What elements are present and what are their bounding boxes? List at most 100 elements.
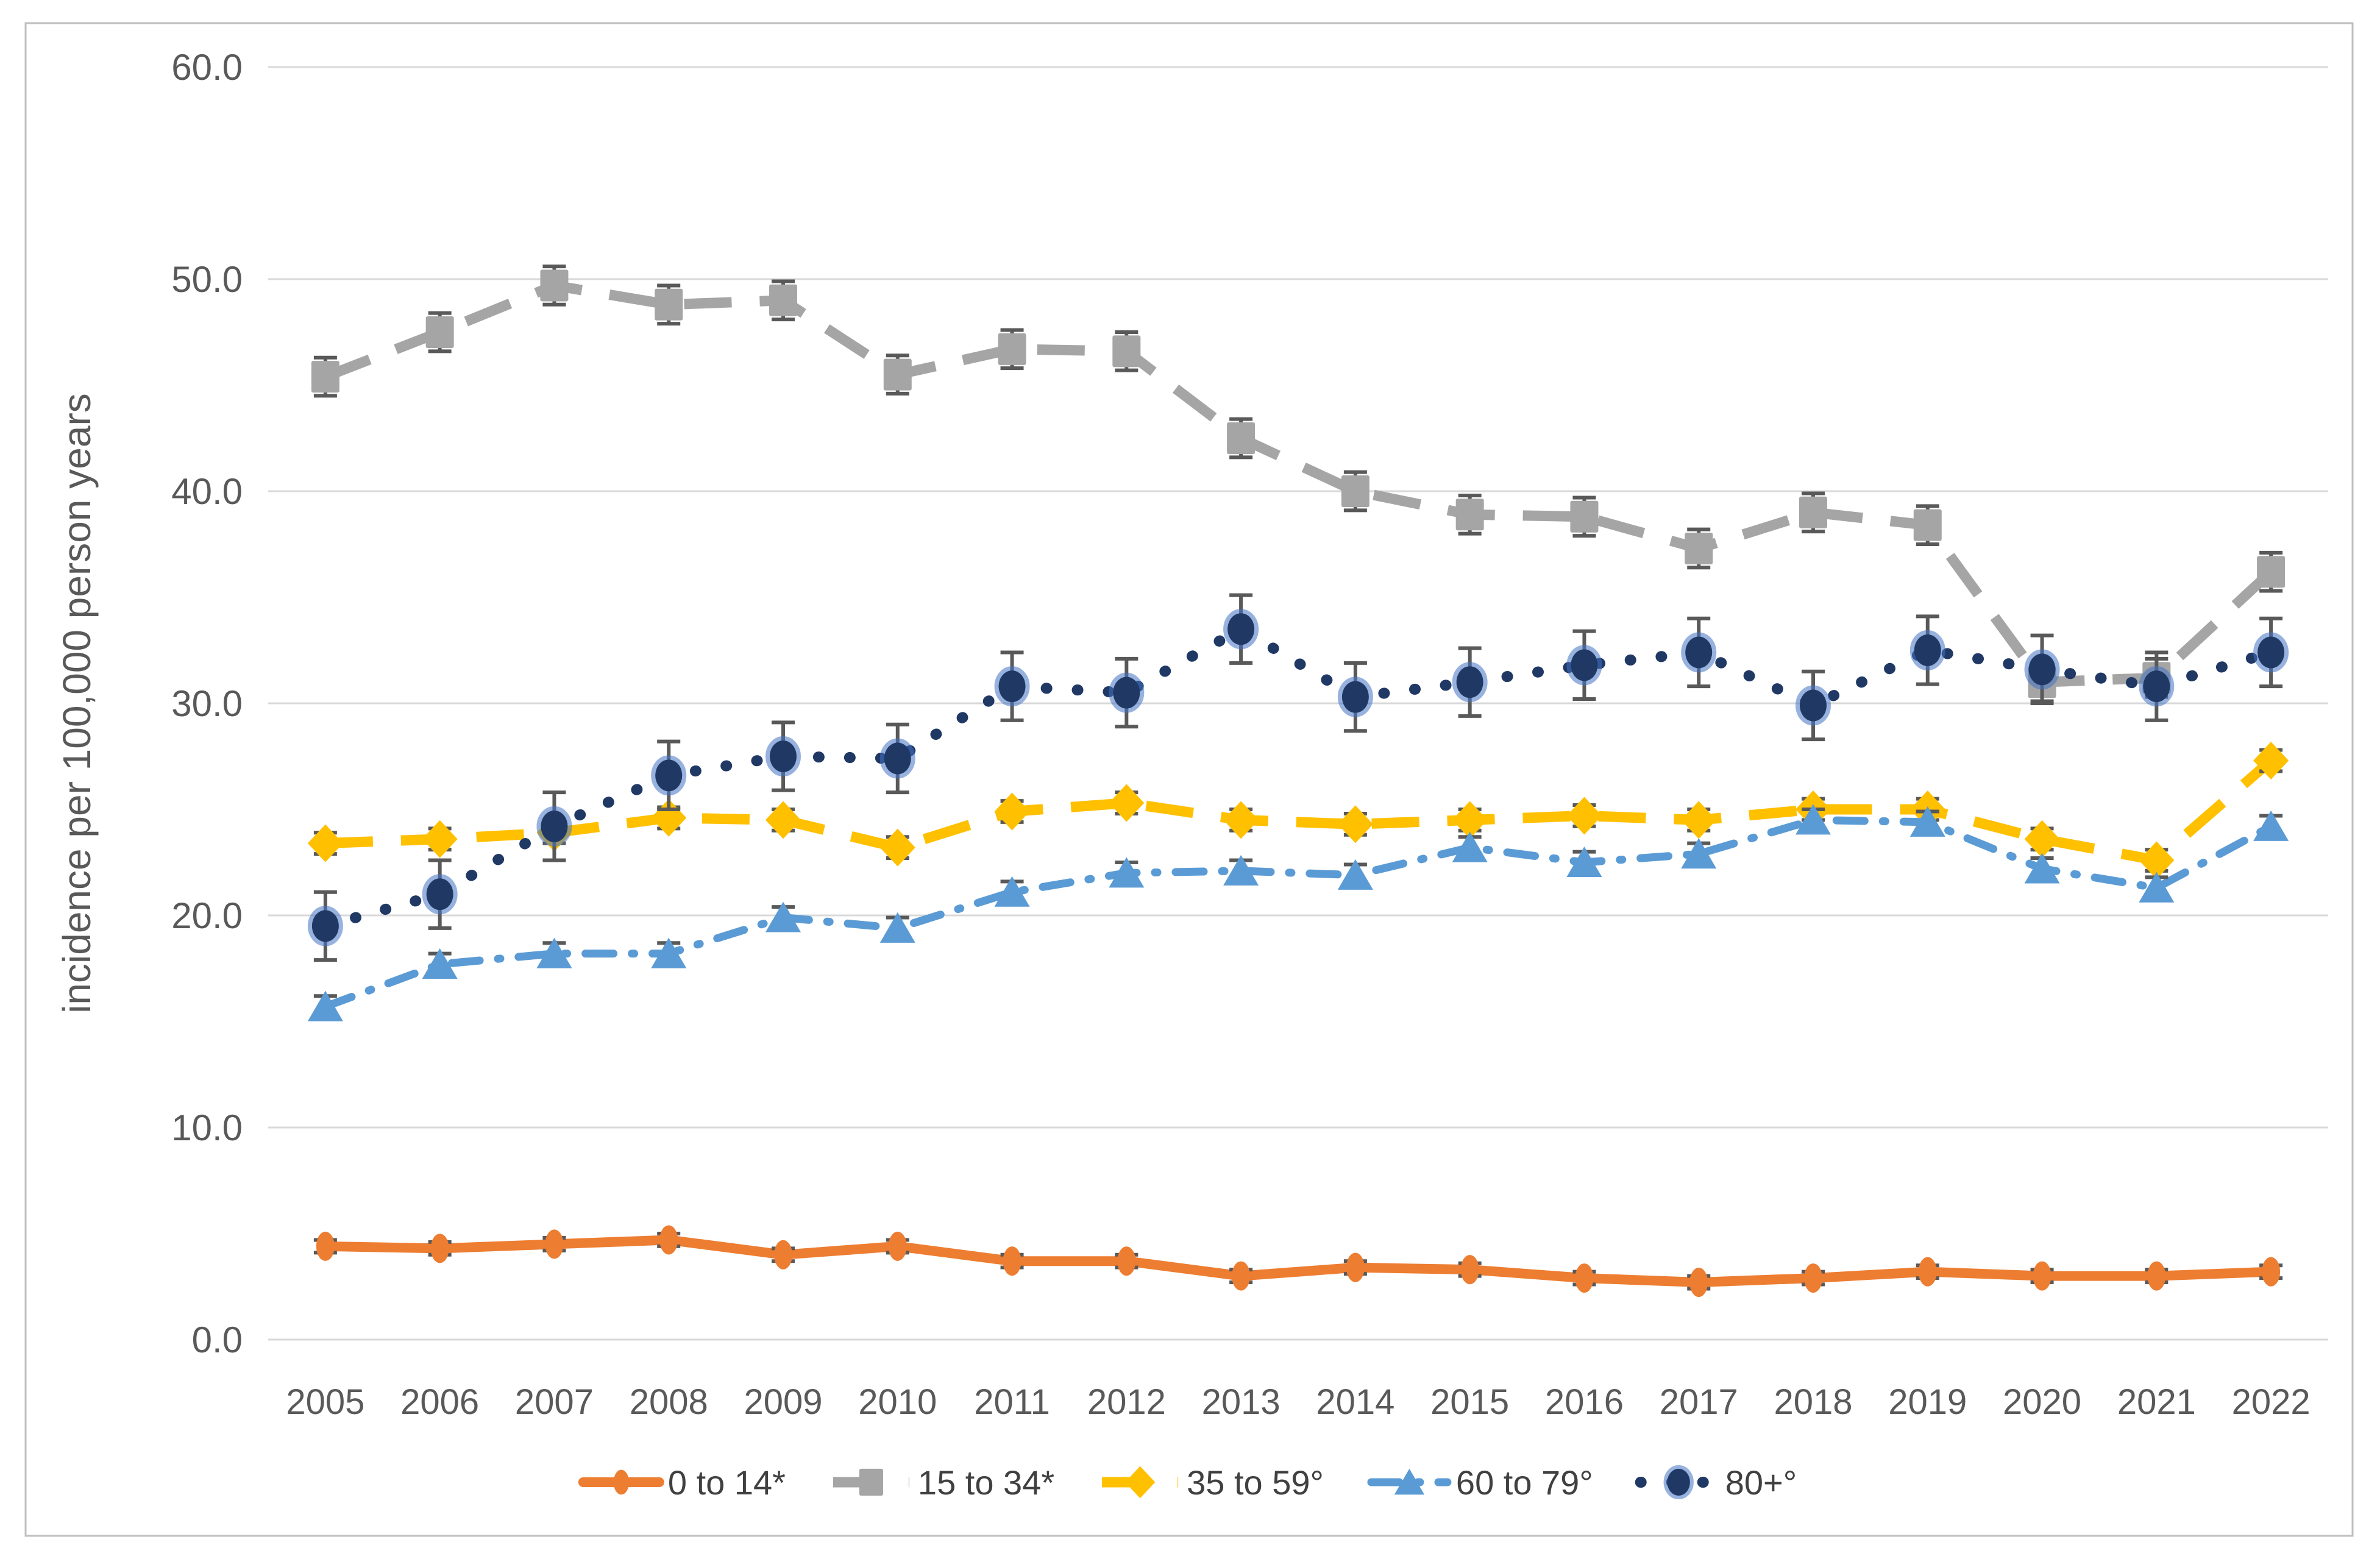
data-point-marker — [316, 1231, 335, 1261]
data-point-halo — [1566, 645, 1602, 686]
series-line — [323, 280, 2275, 687]
data-point-marker — [1227, 422, 1256, 454]
data-point-marker — [1667, 1468, 1690, 1496]
x-tick-label: 2018 — [1774, 1382, 1852, 1422]
x-tick-label: 2007 — [515, 1382, 594, 1422]
data-point-marker — [1689, 1268, 1708, 1298]
data-point-marker — [2143, 670, 2170, 703]
data-point-marker — [425, 316, 454, 348]
data-point-marker — [1913, 509, 1942, 541]
legend-item-15-to-34-: 15 to 34* — [833, 1463, 1054, 1502]
data-point-marker — [430, 1234, 449, 1263]
data-point-marker — [998, 670, 1026, 703]
data-point-marker — [1681, 838, 1717, 869]
data-point-halo — [1223, 609, 1259, 650]
data-point-marker — [1685, 636, 1713, 669]
data-point-marker — [2257, 556, 2286, 588]
data-point-marker — [659, 1225, 678, 1255]
data-point-marker — [1456, 666, 1483, 698]
legend-item-label: 35 to 59° — [1187, 1463, 1324, 1502]
data-point-marker — [1341, 475, 1369, 507]
data-point-halo — [1909, 630, 1945, 670]
data-point-marker — [1109, 784, 1145, 822]
data-point-halo — [1452, 662, 1488, 703]
data-point-marker — [879, 912, 915, 943]
data-point-marker — [1223, 854, 1259, 886]
data-point-marker — [1460, 1255, 1479, 1285]
y-tick-label: 10.0 — [171, 1107, 243, 1148]
chart-border — [24, 22, 2354, 1537]
legend-item-80-: 80+° — [1635, 1463, 1797, 1502]
data-point-halo — [1681, 632, 1717, 673]
y-tick-label: 20.0 — [171, 895, 243, 936]
data-point-marker — [1227, 613, 1255, 645]
data-point-marker — [2139, 841, 2175, 879]
x-tick-label: 2014 — [1316, 1382, 1394, 1422]
data-point-marker — [2262, 1257, 2281, 1287]
x-tick-label: 2010 — [858, 1382, 937, 1422]
x-tick-label: 2020 — [2003, 1382, 2081, 1422]
data-point-marker — [1452, 831, 1488, 862]
data-point-marker — [655, 759, 683, 792]
data-point-marker — [307, 990, 343, 1021]
data-point-marker — [307, 824, 343, 862]
data-point-marker — [545, 1229, 564, 1259]
x-tick-label: 2009 — [744, 1382, 822, 1422]
data-point-marker — [1452, 801, 1488, 839]
data-point-marker — [1799, 496, 1827, 528]
data-point-marker — [1337, 805, 1373, 843]
data-point-halo — [307, 906, 343, 946]
data-point-marker — [2024, 853, 2060, 884]
data-point-marker — [311, 361, 339, 393]
axes: incidence per 100,000 person years 0.0 10… — [55, 47, 2311, 1422]
x-tick-label: 2021 — [2117, 1382, 2196, 1422]
x-tick-label: 2008 — [630, 1382, 708, 1422]
data-point-marker — [859, 1468, 883, 1496]
data-point-halo — [879, 738, 915, 779]
data-point-marker — [1455, 499, 1484, 531]
data-point-marker — [1796, 804, 1831, 835]
y-tick-label: 0.0 — [192, 1319, 243, 1360]
data-point-marker — [2147, 1261, 2166, 1291]
data-point-marker — [1566, 797, 1602, 835]
x-tick-label: 2012 — [1087, 1382, 1166, 1422]
data-point-marker — [1232, 1261, 1251, 1291]
data-point-marker — [1575, 1263, 1594, 1293]
y-tick-label: 50.0 — [171, 259, 243, 300]
data-point-marker — [766, 901, 801, 932]
data-point-marker — [2257, 636, 2285, 669]
data-point-halo — [536, 806, 572, 847]
y-tick-label: 30.0 — [171, 683, 243, 724]
x-tick-label: 2013 — [1202, 1382, 1281, 1422]
data-point-halo — [422, 874, 458, 915]
data-point-marker — [769, 284, 797, 316]
legend-item-label: 80+° — [1725, 1463, 1797, 1502]
data-point-marker — [1109, 857, 1145, 888]
data-point-marker — [2253, 741, 2289, 780]
series-line — [325, 756, 2275, 866]
data-point-marker — [998, 333, 1026, 365]
series-15-to-34- — [311, 265, 2286, 703]
x-tick-label: 2005 — [286, 1382, 364, 1422]
y-axis-title: incidence per 100,000 person years — [55, 393, 99, 1014]
legend-item-35-to-59-: 35 to 59° — [1102, 1463, 1324, 1502]
legend-item-label: 15 to 34* — [918, 1463, 1054, 1502]
y-tick-label: 40.0 — [171, 471, 243, 512]
data-point-marker — [994, 876, 1030, 907]
series-0-to-14- — [313, 1225, 2283, 1298]
data-point-marker — [1914, 634, 1941, 666]
data-point-marker — [1112, 335, 1141, 368]
series-60-to-79- — [307, 804, 2289, 1021]
series-line — [321, 815, 2275, 1011]
gridlines — [268, 66, 2328, 1341]
data-point-marker — [770, 740, 797, 772]
data-point-marker — [655, 288, 683, 321]
data-point-marker — [2033, 1261, 2051, 1291]
series-35-to-59- — [307, 741, 2289, 879]
data-point-halo — [994, 666, 1030, 707]
data-point-marker — [888, 1231, 907, 1261]
data-point-halo — [1663, 1465, 1694, 1500]
x-tick-label: 2011 — [974, 1382, 1050, 1422]
x-tick-label: 2017 — [1660, 1382, 1738, 1422]
